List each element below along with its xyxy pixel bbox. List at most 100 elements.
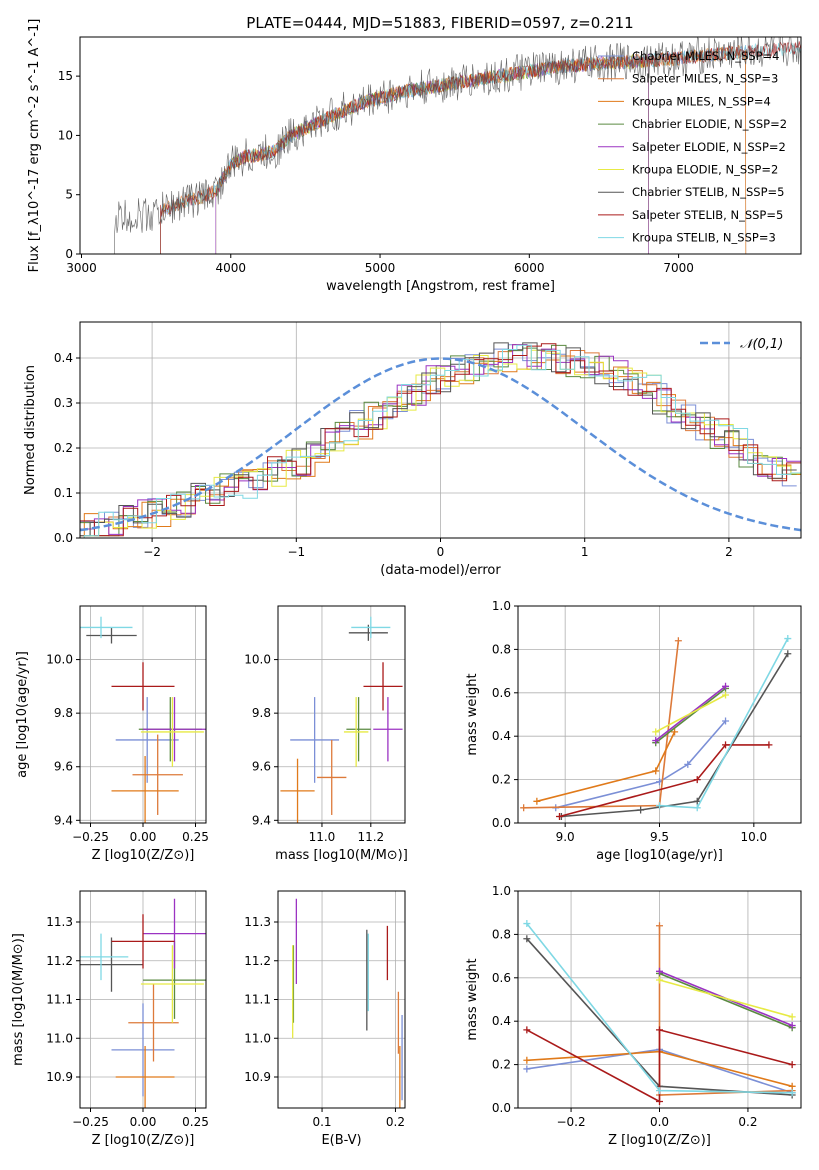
errorbar-salpeter-elodie xyxy=(143,898,206,969)
mw-marker xyxy=(788,1022,796,1030)
axes-residuals: −2 −1 0 1 2 0.0 0.1 0.2 0.3 0.4 (data-model)/error… xyxy=(23,321,802,578)
mw-marker xyxy=(652,728,660,736)
y-tick-label: 11.1 xyxy=(46,993,73,1007)
x-tick-label: 0 xyxy=(437,545,445,559)
legend-entry: Chabrier MILES, N_SSP=4 xyxy=(632,49,779,63)
y-tick-label: 10 xyxy=(58,128,73,142)
x-tick-label: 5000 xyxy=(365,261,396,275)
x-tick-label: 0.1 xyxy=(312,1115,331,1129)
mw-line xyxy=(526,1028,793,1103)
y-tick-label: 9.4 xyxy=(54,813,73,827)
mw-marker xyxy=(520,804,528,812)
x-tick-label: 1 xyxy=(581,545,589,559)
axes-frame xyxy=(277,890,406,1109)
errorbar-kroupa-miles xyxy=(115,1046,175,1108)
y-tick-label: 11.1 xyxy=(244,993,271,1007)
x-axis-label: Z [log10(Z/Z⊙)] xyxy=(92,1133,195,1148)
errorbar-kroupa-miles xyxy=(280,758,315,823)
errorbar-kroupa-elodie xyxy=(140,945,204,1023)
y-tick-label: 0.8 xyxy=(492,927,511,941)
mw-marker xyxy=(656,976,663,984)
y-tick-label: 0.0 xyxy=(492,816,511,830)
errorbar-salpeter-miles xyxy=(317,739,347,815)
y-tick-label: 0.0 xyxy=(54,531,73,545)
errorbar-chabrier-miles xyxy=(290,697,340,783)
mw-marker xyxy=(722,741,730,749)
mw-marker xyxy=(652,767,660,775)
y-tick-label: 1.0 xyxy=(492,884,511,898)
x-tick-label: −0.25 xyxy=(72,1115,109,1129)
x-tick-label: 11.0 xyxy=(309,830,336,844)
hist-legend: 𝒩(0,1) xyxy=(700,337,783,352)
mw-series-kroupa-stelib xyxy=(523,920,796,1097)
hist-step-kroupa-stelib xyxy=(83,344,801,538)
mw-series-chabrier-elodie xyxy=(652,684,730,747)
errorbar-kroupa-stelib xyxy=(351,616,391,639)
legend-entry: 𝒩(0,1) xyxy=(740,337,783,352)
mw-marker xyxy=(784,650,792,658)
errorbar-chabrier-stelib xyxy=(80,937,143,992)
mw-marker xyxy=(533,797,541,805)
spectrum-line-kroupa-stelib xyxy=(160,42,801,254)
mw-marker xyxy=(722,691,730,699)
y-tick-label: 0.4 xyxy=(492,729,511,743)
y-tick-label: 0.2 xyxy=(492,1058,511,1072)
mw-marker xyxy=(693,776,701,784)
x-tick-label: 6000 xyxy=(514,261,545,275)
legend-entry: Salpeter STELIB, N_SSP=5 xyxy=(632,208,783,222)
errorbar-salpeter-miles xyxy=(128,984,179,1062)
mw-marker xyxy=(656,922,663,930)
x-tick-label: −1 xyxy=(287,545,305,559)
y-tick-label: 15 xyxy=(58,69,73,83)
mw-marker xyxy=(788,1089,796,1097)
mw-marker xyxy=(693,804,701,812)
mw-line xyxy=(655,687,726,744)
y-tick-label: 0.4 xyxy=(54,351,73,365)
legend-entry: Chabrier STELIB, N_SSP=5 xyxy=(632,185,784,199)
x-axis-label: Z [log10(Z/Z⊙)] xyxy=(608,1133,711,1148)
mw-marker xyxy=(722,717,730,725)
x-axis-label: mass [log10(M/M⊙)] xyxy=(275,848,408,863)
x-tick-label: 3000 xyxy=(66,261,97,275)
x-tick-label: 0.2 xyxy=(386,1115,405,1129)
x-tick-label: 9.0 xyxy=(556,830,575,844)
mw-line xyxy=(659,972,793,1029)
y-tick-label: 10.0 xyxy=(46,653,73,667)
mw-marker xyxy=(523,1065,531,1073)
errorbar-salpeter-stelib xyxy=(111,662,175,711)
y-tick-label: 9.8 xyxy=(54,706,73,720)
errorbar-salpeter-stelib xyxy=(111,914,175,969)
x-tick-label: 4000 xyxy=(215,261,246,275)
y-tick-label: 11.0 xyxy=(46,1031,73,1045)
errorbar-kroupa-elodie xyxy=(343,697,369,767)
axes-frame xyxy=(79,890,207,1109)
mw-line xyxy=(659,979,793,1018)
y-axis-label: Flux [f_λ10^-17 erg cm^-2 s^-1 A^-1] xyxy=(27,19,42,273)
hist-step-kroupa-elodie xyxy=(83,349,801,538)
x-tick-label: −0.2 xyxy=(556,1115,585,1129)
figure-title: PLATE=0444, MJD=51883, FIBERID=0597, z=0… xyxy=(246,14,633,32)
errorbar-salpeter-elodie xyxy=(143,697,206,762)
y-axis-label: mass weight xyxy=(465,958,480,1040)
axes-frame xyxy=(79,605,207,824)
y-axis-label: age [log10(age/yr)] xyxy=(15,651,30,778)
mw-series-salpeter-stelib xyxy=(556,741,773,820)
y-tick-label: 9.4 xyxy=(252,813,271,827)
x-axis-label: (data-model)/error xyxy=(380,563,501,578)
mw-marker xyxy=(788,1082,796,1090)
normal-curve xyxy=(80,357,801,532)
errorbar-chabrier-stelib xyxy=(86,627,137,644)
x-tick-label: 2 xyxy=(725,545,733,559)
y-tick-label: 0.6 xyxy=(492,686,511,700)
mw-line xyxy=(559,744,769,818)
axes-massweight_vs_age: 9.0 9.5 10.0 0.0 0.2 0.4 0.6 0.8 1.0 age [log10(a… xyxy=(465,599,802,863)
y-axis-label: Normed distribution xyxy=(23,365,38,495)
legend-entry: Kroupa MILES, N_SSP=4 xyxy=(632,94,771,108)
x-tick-label: 11.2 xyxy=(357,830,384,844)
y-tick-label: 1.0 xyxy=(492,599,511,613)
mw-series-kroupa-elodie xyxy=(656,976,796,1021)
y-tick-label: 0.2 xyxy=(54,441,73,455)
mw-series-kroupa-elodie xyxy=(652,691,730,736)
y-axis-label: mass weight xyxy=(465,673,480,755)
mw-series-kroupa-miles xyxy=(533,728,679,805)
